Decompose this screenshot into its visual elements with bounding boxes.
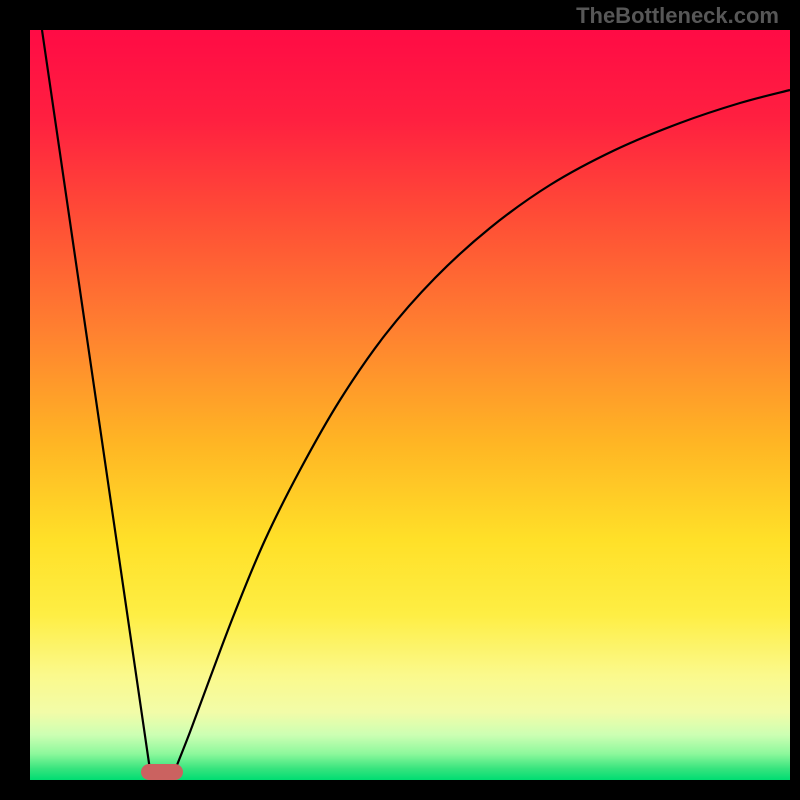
optimal-marker	[141, 764, 183, 780]
watermark-text: TheBottleneck.com	[576, 3, 779, 29]
bottleneck-curve	[0, 0, 800, 800]
